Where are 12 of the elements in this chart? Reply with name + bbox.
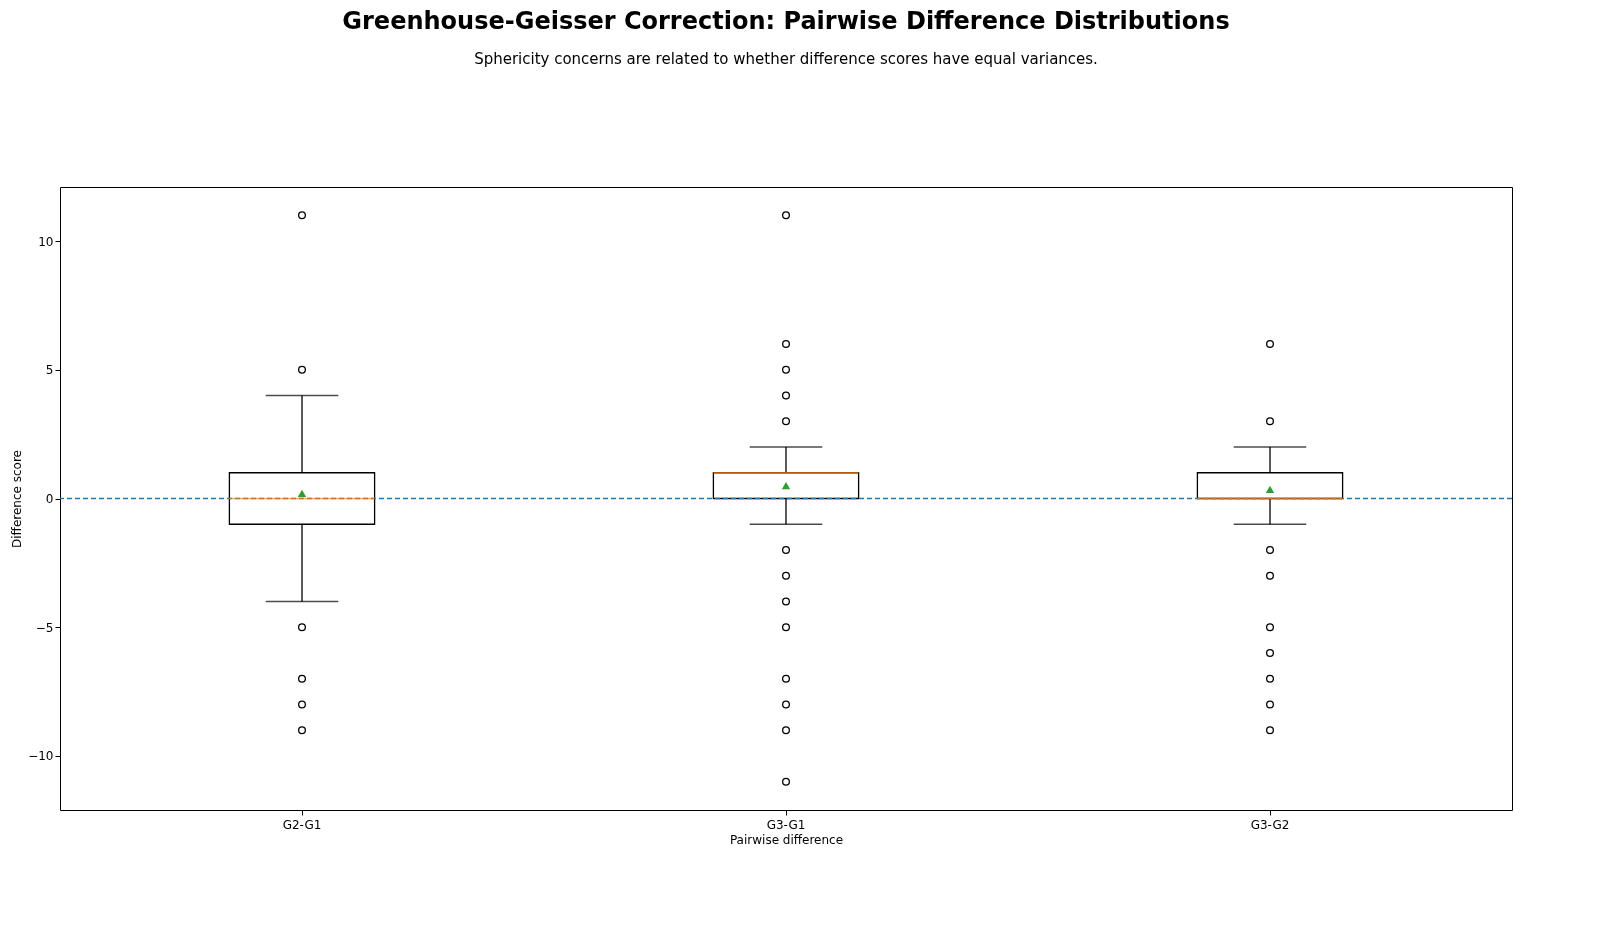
chart-subtitle: Sphericity concerns are related to whether difference scores have equal variances. <box>474 50 1098 68</box>
y-tick-label: 0 <box>45 492 54 506</box>
y-tick-label: −5 <box>35 620 54 635</box>
x-tick-label: G2-G1 <box>282 817 322 832</box>
y-tick-label: 5 <box>45 363 54 378</box>
x-axis-title: Pairwise difference <box>729 832 844 847</box>
y-tick-label: 10 <box>38 234 54 249</box>
x-tick-label: G3-G2 <box>1250 817 1290 832</box>
x-tick-label: G3-G1 <box>766 817 806 832</box>
y-tick-label: −10 <box>28 749 54 764</box>
chart-title: Greenhouse-Geisser Correction: Pairwise Difference Distributions <box>342 7 1230 35</box>
y-axis-title: Difference score <box>10 450 25 548</box>
